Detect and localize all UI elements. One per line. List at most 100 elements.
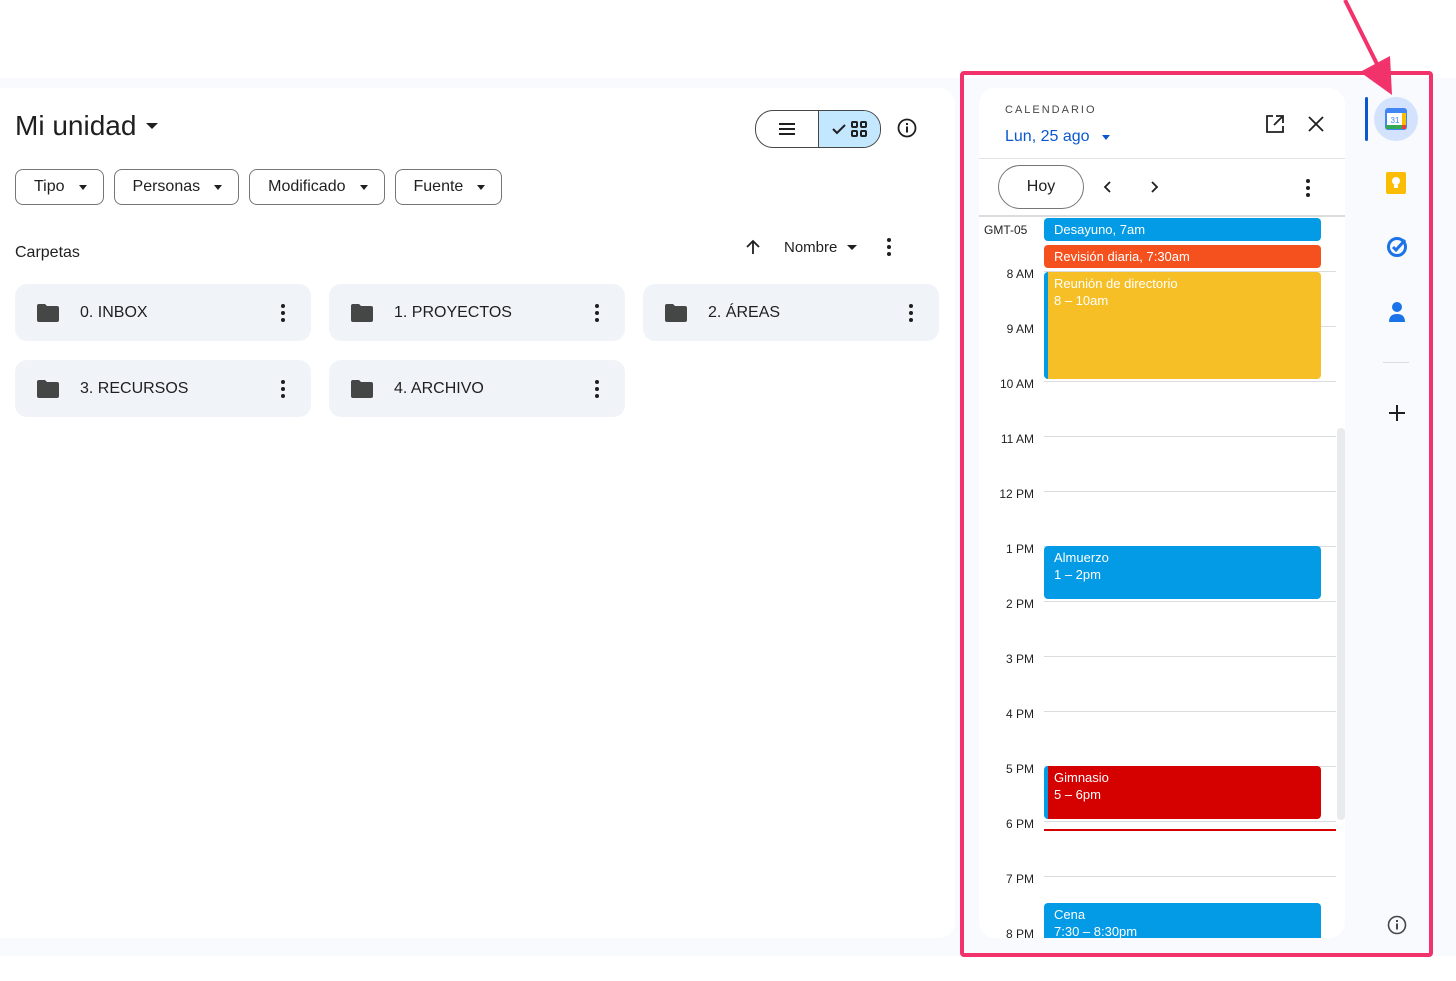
event-title: Gimnasio [1054, 770, 1109, 785]
grid-icon [851, 121, 868, 137]
more-options-icon[interactable] [879, 238, 899, 256]
event-title: Almuerzo [1054, 550, 1109, 565]
hour-gridline [1044, 656, 1336, 657]
today-button[interactable]: Hoy [998, 165, 1084, 209]
keep-icon [1386, 172, 1406, 194]
more-options-icon[interactable] [587, 379, 607, 398]
calendar-event[interactable]: Desayuno, 7am [1044, 218, 1321, 241]
arrow-annotation-icon [1343, 0, 1392, 95]
calendar-event[interactable]: Gimnasio 5 – 6pm [1044, 766, 1321, 819]
folder-icon [351, 303, 373, 322]
calendar-icon: 31 [1385, 108, 1407, 130]
event-title: Cena [1054, 907, 1086, 922]
more-options-icon[interactable] [1306, 179, 1310, 197]
hour-gridline [1044, 876, 1336, 877]
sort-controls: Nombre [744, 238, 899, 256]
close-icon[interactable] [1307, 115, 1325, 133]
calendar-event[interactable]: Revisión diaria, 7:30am [1044, 245, 1321, 268]
event-title: Desayuno, 7am [1054, 222, 1146, 237]
folder-name: 2. ÁREAS [708, 303, 781, 321]
filter-label: Tipo [34, 178, 65, 195]
rail-info-button[interactable] [1386, 914, 1408, 936]
add-addon-button[interactable] [1385, 401, 1409, 425]
calendar-event[interactable]: Almuerzo 1 – 2pm [1044, 546, 1321, 599]
chevron-down-icon [847, 244, 858, 250]
grid-view-button[interactable] [817, 111, 880, 147]
filter-source[interactable]: Fuente [394, 169, 503, 205]
calendar-event[interactable]: Cena 7:30 – 8:30pm [1044, 903, 1321, 938]
hour-label: 7 PM [1005, 872, 1034, 886]
filter-label: Fuente [413, 178, 464, 195]
folder-name: 0. INBOX [80, 303, 148, 321]
view-toggle [755, 110, 881, 148]
folder-name: 3. RECURSOS [80, 379, 189, 397]
open-in-new-icon[interactable] [1265, 114, 1285, 134]
check-icon [832, 124, 846, 135]
folder-item[interactable]: 2. ÁREAS [643, 284, 939, 341]
hour-gridline [1044, 381, 1336, 382]
date-picker[interactable]: Lun, 25 ago [1005, 128, 1110, 146]
tasks-app-button[interactable] [1385, 235, 1409, 259]
filter-modified[interactable]: Modificado [249, 169, 385, 205]
folder-item[interactable]: 4. ARCHIVO [329, 360, 625, 417]
hour-gridline [1044, 821, 1336, 822]
sort-by-button[interactable]: Nombre [784, 239, 858, 256]
filter-people[interactable]: Personas [113, 169, 240, 205]
chevron-left-icon[interactable] [1100, 179, 1116, 195]
filter-type[interactable]: Tipo [15, 169, 104, 205]
folder-item[interactable]: 3. RECURSOS [15, 360, 311, 417]
rail-active-indicator [1365, 97, 1368, 141]
calendar-icon-day: 31 [1391, 116, 1400, 125]
header-divider [979, 158, 1345, 159]
event-time: 5 – 6pm [1054, 787, 1101, 802]
plus-icon [1389, 405, 1405, 421]
drive-main [0, 88, 955, 938]
calendar-event[interactable]: Reunión de directorio 8 – 10am [1044, 272, 1321, 379]
hour-gridline [1044, 436, 1336, 437]
hour-gridline [1044, 491, 1336, 492]
page-title[interactable]: Mi unidad [15, 110, 159, 142]
current-date: Lun, 25 ago [1005, 128, 1090, 145]
hour-label: 6 PM [1005, 817, 1034, 831]
info-icon[interactable] [897, 118, 917, 138]
chevron-down-icon [359, 184, 368, 190]
hour-gridline [1044, 711, 1336, 712]
list-view-button[interactable] [756, 111, 818, 147]
hour-label: 8 PM [1005, 927, 1034, 938]
hour-label: 12 PM [999, 487, 1034, 501]
scrollbar[interactable] [1337, 428, 1345, 820]
section-label-folders: Carpetas [15, 244, 80, 261]
chevron-down-icon [78, 184, 87, 190]
hour-label: 10 AM [999, 377, 1034, 391]
chevron-right-icon[interactable] [1146, 179, 1162, 195]
filter-label: Personas [132, 178, 201, 195]
hour-gridline [1044, 271, 1336, 272]
chevron-down-icon [214, 184, 223, 190]
highlight-frame [960, 71, 1433, 957]
folder-icon [351, 379, 373, 398]
folder-item[interactable]: 1. PROYECTOS [329, 284, 625, 341]
hour-label: 2 PM [1005, 597, 1034, 611]
more-options-icon[interactable] [901, 303, 921, 322]
more-options-icon[interactable] [587, 303, 607, 322]
hour-label: 1 PM [1005, 542, 1034, 556]
chevron-down-icon [477, 184, 486, 190]
filter-label: Modificado [268, 178, 346, 195]
folder-name: 1. PROYECTOS [394, 303, 512, 321]
grid-top-border [979, 215, 1345, 217]
hour-label: 4 PM [1005, 707, 1034, 721]
hour-label: 8 AM [1006, 267, 1034, 281]
rail-divider [1383, 362, 1409, 363]
arrow-up-icon[interactable] [744, 238, 762, 256]
page-title-text: Mi unidad [15, 110, 137, 141]
more-options-icon[interactable] [273, 379, 293, 398]
folder-icon [37, 379, 59, 398]
hour-label: 9 AM [1006, 322, 1034, 336]
folder-item[interactable]: 0. INBOX [15, 284, 311, 341]
event-time: 7:30 – 8:30pm [1054, 924, 1138, 938]
calendar-side-panel: CALENDARIO Lun, 25 ago Hoy GMT-05 8 AM 9… [979, 88, 1345, 938]
contacts-app-button[interactable] [1385, 300, 1409, 324]
more-options-icon[interactable] [273, 303, 293, 322]
keep-app-button[interactable] [1384, 170, 1408, 196]
calendar-app-button[interactable]: 31 [1374, 97, 1418, 141]
